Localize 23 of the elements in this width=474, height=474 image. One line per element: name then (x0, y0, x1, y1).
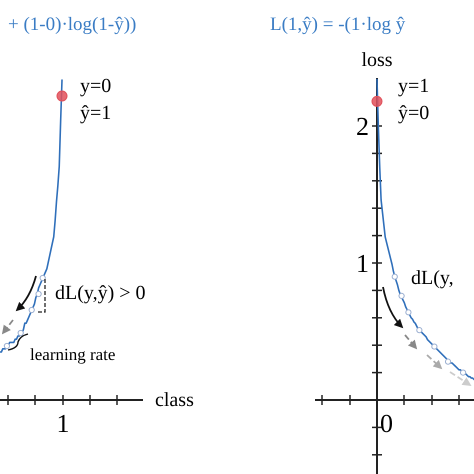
chart-title: L(1,ŷ) = -(1·log ŷ (270, 14, 406, 35)
point (460, 370, 466, 376)
line-series (376, 78, 474, 380)
point (431, 343, 438, 350)
point (392, 274, 398, 280)
text: ŷ=1 (80, 102, 112, 124)
annotation: dL(y, (411, 267, 454, 289)
text: y=0 (80, 75, 112, 97)
x-axis-title: class (155, 389, 194, 411)
point (444, 358, 452, 365)
point (398, 292, 405, 299)
annotation: y=1 (398, 75, 430, 97)
annotation: 0 (380, 409, 393, 438)
chart-title: + (1-0)·log(1-ŷ)) (8, 14, 136, 35)
text: 1 (56, 409, 70, 438)
annotation: ŷ=0 (398, 102, 430, 124)
y-axis-title: loss (361, 49, 393, 71)
y-tick-label: 2 (356, 112, 369, 141)
point (416, 327, 422, 334)
annotation: learning rate (30, 345, 116, 364)
annotation: dL(y,ŷ) > 0 (55, 282, 146, 304)
point (372, 96, 382, 107)
point (405, 309, 412, 316)
